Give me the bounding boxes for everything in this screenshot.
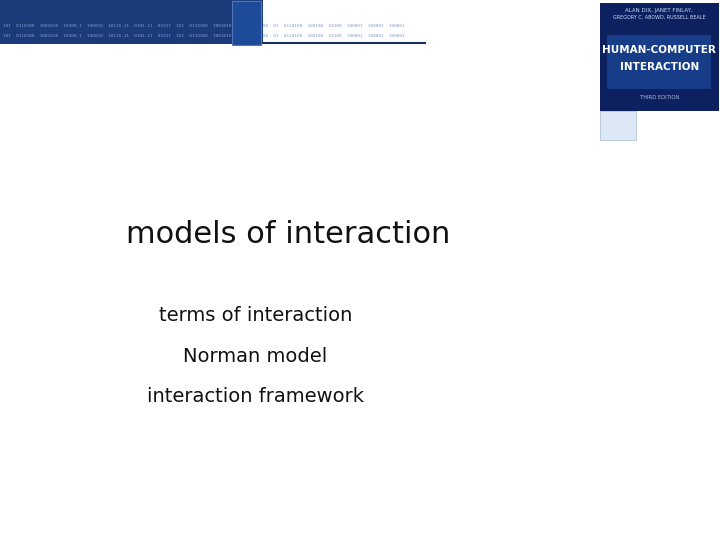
Text: 101  0110100  1001010  10100.1  100010  10110.11  0101.11  01011  101  0110100  : 101 0110100 1001010 10100.1 100010 10110…	[3, 24, 405, 28]
Text: THIRD EDITION: THIRD EDITION	[639, 95, 679, 100]
Bar	[232, 1, 261, 45]
Bar	[600, 3, 719, 111]
Text: INTERACTION: INTERACTION	[619, 63, 699, 72]
Bar	[607, 35, 711, 89]
Bar	[600, 111, 636, 140]
Text: interaction framework: interaction framework	[147, 387, 364, 407]
Text: HUMAN-COMPUTER: HUMAN-COMPUTER	[602, 45, 716, 55]
Text: 101  0110100  1001010  10100.1  100010  10110.11  0101.11  01011  101  0110100  : 101 0110100 1001010 10100.1 100010 10110…	[3, 34, 405, 38]
Text: ALAN DIX, JANET FINLAY,: ALAN DIX, JANET FINLAY,	[625, 8, 693, 13]
Text: terms of interaction: terms of interaction	[159, 306, 352, 326]
Text: Norman model: Norman model	[184, 347, 328, 366]
Text: models of interaction: models of interaction	[126, 220, 450, 249]
Bar	[0, 0, 263, 44]
Text: GREGORY C. ABOWD, RUSSELL BEALE: GREGORY C. ABOWD, RUSSELL BEALE	[613, 15, 706, 19]
